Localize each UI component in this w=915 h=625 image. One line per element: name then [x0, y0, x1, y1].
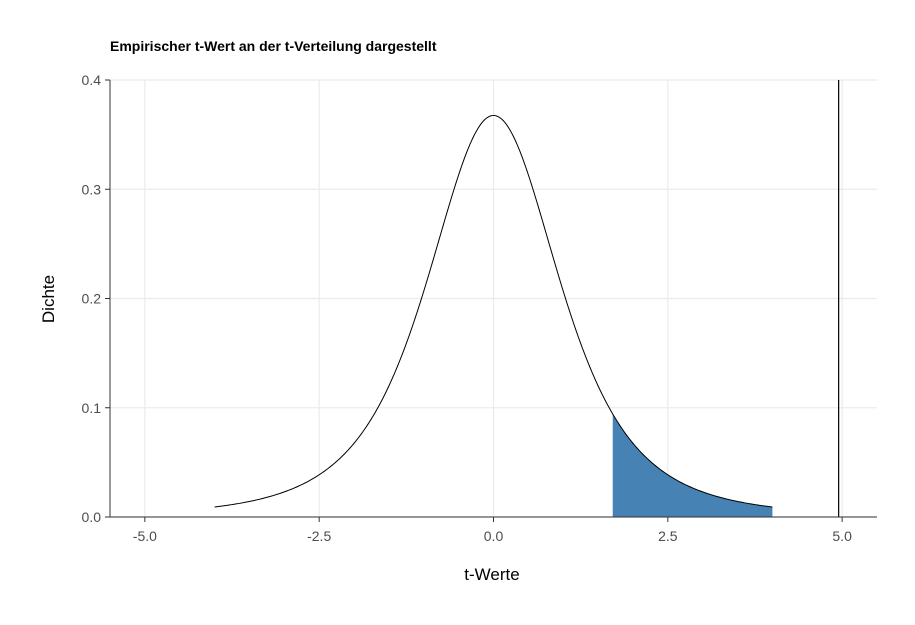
y-tick-label: 0.2	[82, 291, 102, 307]
tick-labels: -5.0 -2.5 0.0 2.5 5.0 0.0 0.1 0.2 0.3 0.4	[82, 72, 853, 544]
x-tick-label: 2.5	[658, 528, 678, 544]
y-tick-label: 0.4	[82, 72, 102, 88]
y-tick-label: 0.0	[82, 509, 102, 525]
grid-lines	[110, 80, 877, 517]
x-tick-label: 0.0	[484, 528, 504, 544]
x-axis-title: t-Werte	[464, 565, 519, 584]
chart-title: Empirischer t-Wert an der t-Verteilung d…	[110, 38, 437, 54]
y-tick-label: 0.3	[82, 181, 102, 197]
x-tick-label: -5.0	[133, 528, 157, 544]
shaded-region-layer	[613, 414, 773, 517]
x-tick-label: 5.0	[832, 528, 852, 544]
axes	[105, 80, 877, 522]
y-axis-title: Dichte	[39, 275, 58, 323]
x-tick-label: -2.5	[307, 528, 331, 544]
shaded-area	[613, 414, 773, 517]
y-tick-label: 0.1	[82, 400, 102, 416]
